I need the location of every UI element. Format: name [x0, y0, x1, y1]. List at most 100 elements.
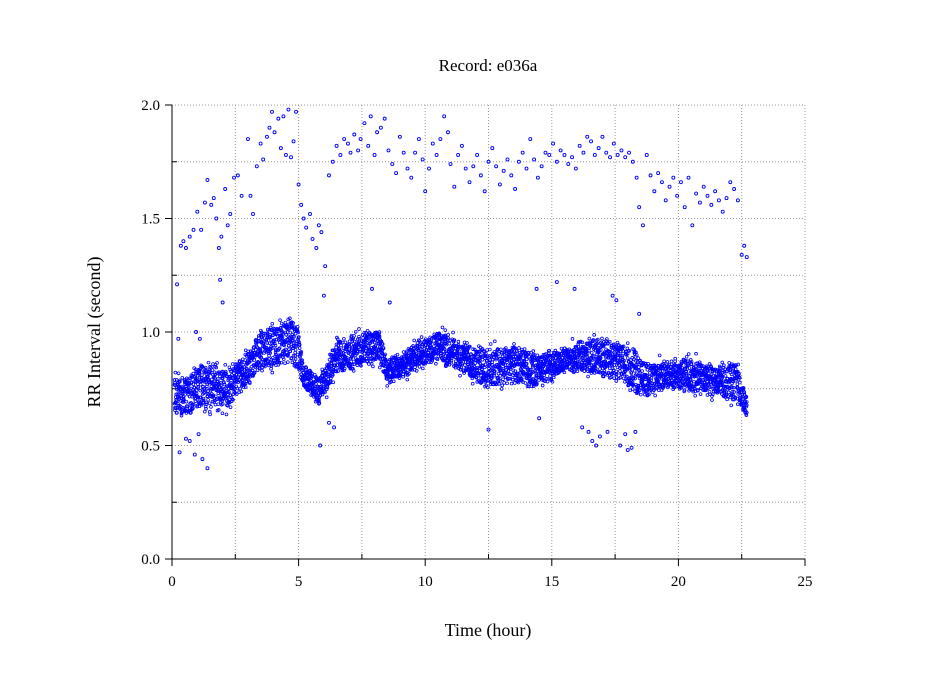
rr-point	[208, 412, 212, 417]
rr-point-outlier	[629, 445, 634, 450]
rr-point	[645, 368, 650, 372]
rr-point-outlier	[482, 189, 487, 194]
rr-point	[585, 349, 589, 354]
rr-point	[310, 371, 314, 376]
rr-point	[688, 377, 693, 382]
rr-point-outlier	[352, 132, 357, 137]
rr-point-outlier	[370, 286, 374, 291]
rr-point-outlier	[614, 298, 619, 303]
rr-point	[262, 339, 266, 343]
rr-point	[519, 352, 524, 357]
rr-point-outlier	[316, 223, 321, 228]
rr-point	[626, 349, 630, 353]
rr-point-outlier	[276, 116, 281, 121]
rr-point	[701, 364, 705, 368]
rr-point-outlier	[405, 166, 410, 171]
rr-point	[684, 359, 688, 363]
rr-point	[259, 359, 264, 364]
rr-point	[329, 361, 334, 366]
rr-point-outlier	[228, 212, 233, 216]
rr-point-outlier	[246, 137, 250, 142]
rr-point	[588, 341, 593, 345]
rr-point	[499, 347, 503, 352]
rr-point-outlier	[254, 164, 259, 169]
rr-point	[253, 352, 257, 357]
rr-point	[231, 397, 235, 402]
rr-point-outlier	[375, 130, 380, 135]
x-tick-label: 0	[168, 574, 176, 590]
rr-point	[243, 381, 248, 386]
rr-point	[403, 367, 408, 372]
rr-point	[606, 371, 611, 376]
rr-point	[486, 385, 490, 390]
rr-point	[520, 349, 525, 354]
rr-point-outlier	[590, 439, 595, 443]
rr-point-outlier	[572, 286, 577, 291]
rr-point-outlier	[608, 155, 612, 160]
rr-point-outlier	[386, 148, 391, 153]
rr-point	[704, 364, 709, 368]
rr-point	[195, 403, 200, 408]
rr-point-outlier	[724, 196, 729, 201]
rr-point	[272, 341, 277, 346]
rr-point	[222, 380, 226, 385]
rr-point	[320, 367, 324, 372]
rr-point	[614, 372, 619, 376]
rr-point	[443, 328, 448, 332]
rr-point	[455, 351, 459, 356]
rr-point-outlier	[368, 114, 373, 119]
rr-point	[304, 366, 309, 370]
rr-point-outlier	[448, 162, 453, 166]
rr-point	[456, 339, 461, 344]
rr-point	[401, 375, 405, 379]
rr-point	[723, 374, 728, 378]
rr-point	[735, 402, 740, 407]
rr-point	[540, 383, 545, 388]
rr-point	[582, 369, 587, 373]
rr-point	[351, 369, 356, 373]
rr-point-outlier	[686, 175, 691, 180]
rr-point	[640, 369, 644, 373]
rr-point	[602, 369, 607, 373]
rr-point-outlier	[416, 137, 421, 142]
rr-point	[353, 330, 358, 334]
rr-point	[279, 360, 284, 365]
rr-point	[492, 371, 497, 376]
rr-point-outlier	[196, 432, 201, 437]
rr-point	[493, 339, 497, 344]
rr-point-outlier	[537, 416, 542, 421]
rr-point	[553, 348, 558, 353]
rr-point-outlier	[478, 173, 483, 178]
rr-point	[265, 341, 270, 345]
rr-point-outlier	[181, 239, 186, 244]
rr-point-outlier	[438, 137, 443, 142]
rr-point	[599, 360, 604, 365]
rr-point	[206, 397, 210, 402]
rr-point	[634, 353, 639, 357]
rr-point	[456, 343, 461, 347]
rr-point	[442, 347, 447, 351]
rr-point	[679, 361, 684, 365]
rr-point	[297, 346, 302, 350]
rr-point	[497, 382, 501, 386]
rr-point	[517, 346, 521, 350]
rr-point	[450, 344, 455, 348]
rr-point	[510, 349, 515, 354]
rr-point	[459, 358, 464, 363]
rr-point	[483, 362, 488, 367]
rr-point	[437, 343, 442, 348]
rr-point	[380, 354, 385, 358]
rr-point	[547, 348, 552, 353]
rr-point-outlier	[409, 175, 414, 180]
rr-point	[598, 367, 602, 371]
rr-point-outlier	[716, 198, 721, 203]
rr-point-outlier	[202, 200, 207, 205]
rr-point-outlier	[291, 139, 296, 144]
rr-point	[289, 356, 294, 360]
rr-point	[649, 378, 653, 383]
rr-point	[268, 351, 273, 355]
rr-point	[533, 378, 538, 383]
rr-point-outlier	[573, 166, 578, 171]
rr-point	[692, 386, 697, 390]
